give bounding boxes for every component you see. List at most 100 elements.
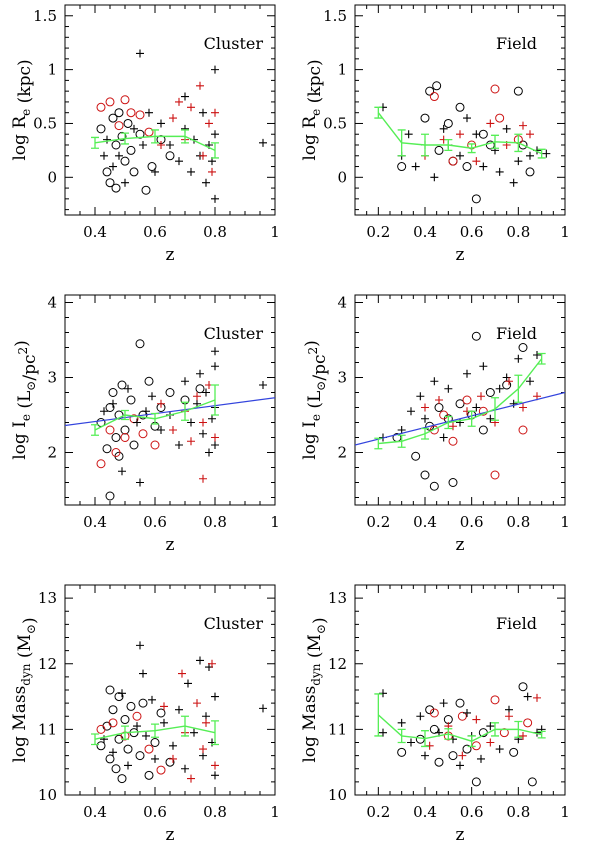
data-point-black-plus xyxy=(169,741,177,750)
data-point-red-circle xyxy=(120,433,130,442)
x-axis-title: z xyxy=(456,245,465,265)
panel-re-cluster: Cluster 0.4 0.6 0.8 1 0 0.5 1 1.5 z log Re (kpc) xyxy=(10,4,280,265)
data-point-black-plus xyxy=(148,392,156,401)
data-point-red-plus xyxy=(472,715,481,724)
data-point-black-circle xyxy=(471,331,481,341)
data-point-black-circle xyxy=(135,129,145,139)
data-point-black-plus xyxy=(439,124,448,133)
data-point-black-plus xyxy=(184,679,192,688)
data-point-red-circle xyxy=(132,711,142,721)
y-axis-title: log Ie (L⊙/pc2) xyxy=(10,340,40,460)
data-point-black-circle xyxy=(485,140,495,150)
data-point-black-plus xyxy=(205,448,213,457)
data-point-red-plus xyxy=(157,141,165,149)
data-point-red-circle xyxy=(138,429,148,439)
data-point-black-plus xyxy=(175,441,183,449)
data-point-black-plus xyxy=(526,377,534,386)
error-bar xyxy=(514,133,523,153)
data-point-black-plus xyxy=(495,745,504,754)
data-point-red-circle xyxy=(448,156,458,166)
error-bar xyxy=(374,437,383,450)
error-bar xyxy=(491,397,499,421)
data-point-black-circle xyxy=(518,682,528,692)
data-point-black-plus xyxy=(479,362,488,371)
data-point-black-plus xyxy=(509,399,518,408)
data-point-red-plus xyxy=(187,774,195,783)
data-point-black-circle xyxy=(105,491,115,501)
data-point-black-plus xyxy=(160,718,168,727)
data-point-black-plus xyxy=(397,718,406,727)
data-point-black-plus xyxy=(486,414,495,423)
data-point-black-plus xyxy=(211,347,219,356)
data-point-red-circle xyxy=(495,113,505,123)
x-tick-label: 0.4 xyxy=(83,513,107,531)
x-tick-label: 0.8 xyxy=(506,803,530,821)
error-bar xyxy=(537,352,546,365)
data-point-red-circle xyxy=(462,395,472,405)
data-point-black-circle xyxy=(120,425,130,435)
data-point-black-circle xyxy=(455,698,465,708)
data-point-black-plus xyxy=(124,761,132,770)
data-point-black-plus xyxy=(411,162,420,171)
data-point-black-plus xyxy=(196,656,204,665)
data-point-black-plus xyxy=(430,377,439,386)
y-tick-label: 10 xyxy=(328,786,347,804)
data-point-black-circle xyxy=(105,685,115,695)
plot-data xyxy=(355,331,565,491)
x-axis-title: z xyxy=(456,535,465,555)
data-point-black-plus xyxy=(115,151,123,160)
y-axis-title: log Massdyn (M⊙) xyxy=(300,617,330,762)
data-point-red-circle xyxy=(144,744,154,754)
x-tick-label: 0.6 xyxy=(460,223,484,241)
x-tick-label: 0.6 xyxy=(143,803,167,821)
error-bar xyxy=(91,733,99,746)
data-point-red-circle xyxy=(523,718,533,728)
y-tick-label: 1 xyxy=(47,61,57,79)
data-point-black-circle xyxy=(108,113,118,123)
x-tick-label: 0.2 xyxy=(366,803,390,821)
plot-data xyxy=(374,682,546,787)
data-point-black-circle xyxy=(425,705,435,715)
data-point-black-plus xyxy=(136,641,144,650)
data-point-black-plus xyxy=(444,384,453,393)
error-bar xyxy=(151,412,159,425)
data-point-black-plus xyxy=(211,771,219,780)
x-tick-label: 0.8 xyxy=(203,513,227,531)
error-bar xyxy=(181,129,189,144)
data-point-black-circle xyxy=(425,86,435,96)
data-point-black-plus xyxy=(151,167,159,176)
data-point-black-circle xyxy=(111,433,121,442)
x-tick-label: 0.8 xyxy=(506,223,530,241)
data-point-black-plus xyxy=(526,151,534,160)
data-point-black-circle xyxy=(102,721,112,731)
data-point-red-circle xyxy=(135,110,145,120)
x-axis-title: z xyxy=(166,535,175,555)
panel-label-field: Field xyxy=(496,614,537,633)
data-point-black-plus xyxy=(502,124,511,133)
error-bar xyxy=(397,728,406,744)
x-tick-label: 0.6 xyxy=(143,223,167,241)
y-tick-label: 11 xyxy=(38,720,57,738)
data-point-black-circle xyxy=(141,185,151,195)
y-tick-label: 3 xyxy=(337,369,347,387)
y-tick-label: 0 xyxy=(47,168,57,186)
data-point-black-plus xyxy=(486,722,495,731)
error-bar xyxy=(181,715,189,737)
data-point-black-circle xyxy=(120,156,130,166)
data-point-red-plus xyxy=(211,761,219,770)
data-point-red-circle xyxy=(144,127,154,137)
data-point-black-plus xyxy=(211,65,219,74)
panel-ie-field: Field 0.2 0.4 0.6 0.8 1 2 3 4 z log Ie (L⊙/pc2) xyxy=(300,294,570,556)
error-bar xyxy=(467,735,476,748)
data-point-red-circle xyxy=(499,728,509,738)
data-point-black-plus xyxy=(118,467,126,476)
data-point-red-plus xyxy=(208,659,216,668)
data-point-black-circle xyxy=(96,741,106,751)
data-point-black-plus xyxy=(430,173,439,182)
data-point-red-plus xyxy=(505,712,513,721)
data-point-black-plus xyxy=(109,162,117,171)
data-point-black-plus xyxy=(118,689,126,698)
data-point-black-circle xyxy=(397,162,407,172)
y-tick-label: 3 xyxy=(47,369,57,387)
